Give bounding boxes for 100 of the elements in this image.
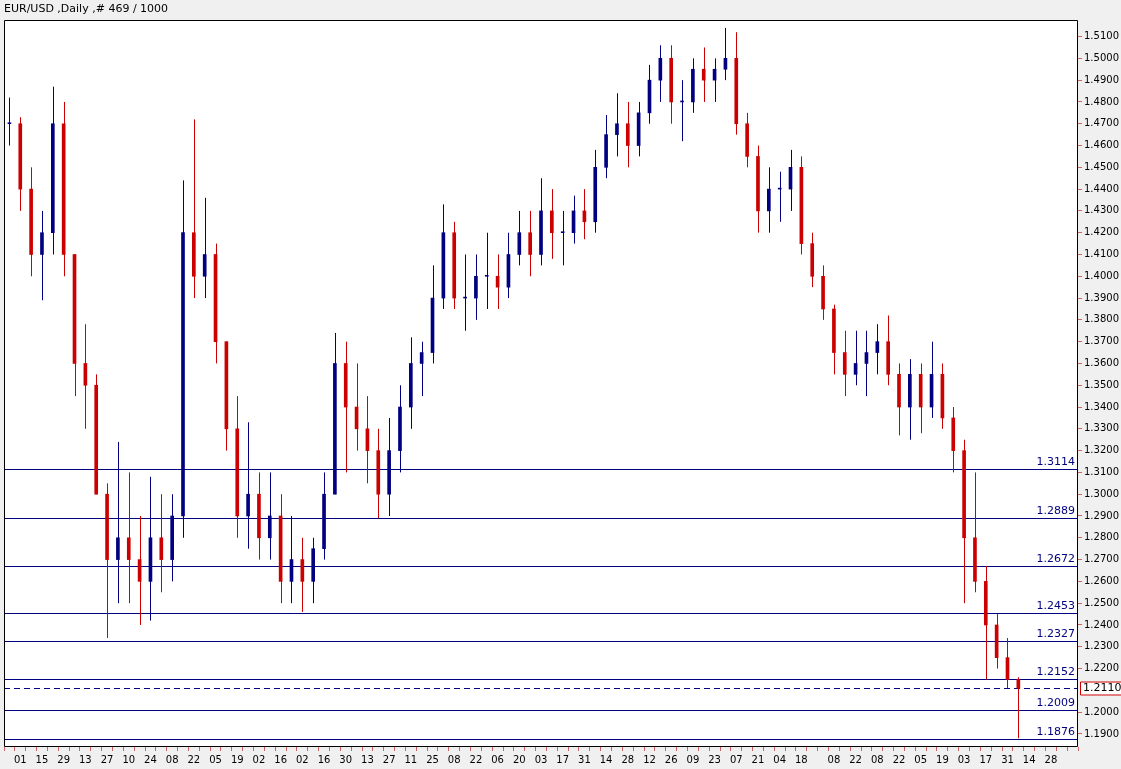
y-tick-label: 1.1900 xyxy=(1084,727,1120,739)
y-tick-label: 1.2400 xyxy=(1084,618,1120,630)
x-tick-label: 05 xyxy=(914,753,928,765)
ref-line-label: 1.2009 xyxy=(1036,695,1076,709)
y-tick-label: 1.3700 xyxy=(1084,335,1120,347)
candlestick xyxy=(615,92,619,157)
x-tick-label: 07 xyxy=(729,753,743,765)
ref-line-label: 1.3114 xyxy=(1036,454,1076,468)
x-tick-label: 31 xyxy=(578,753,591,765)
x-tick-label: 13 xyxy=(361,753,374,765)
candlestick xyxy=(625,101,630,168)
y-tick-label: 1.4600 xyxy=(1084,139,1120,151)
x-tick-label: 15 xyxy=(35,753,49,765)
y-tick-label: 1.4400 xyxy=(1084,182,1120,194)
candlestick xyxy=(40,210,44,301)
y-tick-label: 1.2300 xyxy=(1084,640,1120,652)
y-tick-label: 1.4500 xyxy=(1084,160,1120,172)
y-tick-label: 1.2500 xyxy=(1084,596,1120,608)
y-tick-label: 1.3100 xyxy=(1084,466,1120,478)
ref-line-label: 1.2110 xyxy=(1083,681,1121,695)
ref-line-label: 1.2453 xyxy=(1036,598,1076,612)
y-tick-label: 1.4100 xyxy=(1084,248,1120,260)
y-tick-label: 1.3800 xyxy=(1084,313,1120,325)
x-tick-label: 08 xyxy=(870,753,884,765)
x-tick-label: 20 xyxy=(512,753,526,765)
ref-line-label: 1.2672 xyxy=(1036,551,1076,565)
x-tick-label: 01 xyxy=(13,753,27,765)
candlestick xyxy=(842,330,847,397)
x-tick-label: 24 xyxy=(144,753,157,765)
x-tick-label: 28 xyxy=(621,753,635,765)
candlestick xyxy=(484,232,489,310)
x-tick-label: 14 xyxy=(1022,753,1036,765)
x-tick-label: 05 xyxy=(209,753,222,765)
y-tick-label: 1.2800 xyxy=(1084,531,1120,543)
x-tick-label: 29 xyxy=(57,753,71,765)
x-tick-label: 02 xyxy=(252,753,266,765)
y-tick-label: 1.4000 xyxy=(1084,269,1120,281)
y-tick-label: 1.3900 xyxy=(1084,291,1120,303)
ref-line-label: 1.2152 xyxy=(1036,664,1076,678)
x-tick-label: 16 xyxy=(317,753,331,765)
y-tick-label: 1.3200 xyxy=(1084,444,1120,456)
x-tick-label: 30 xyxy=(339,753,353,765)
candlestick xyxy=(875,323,880,375)
x-tick-label: 08 xyxy=(165,753,179,765)
x-tick-label: 08 xyxy=(827,753,841,765)
y-tick-label: 1.3500 xyxy=(1084,378,1120,390)
x-tick-label: 12 xyxy=(643,753,656,765)
y-tick-label: 1.2900 xyxy=(1084,509,1120,521)
ref-line-label: 1.2889 xyxy=(1036,503,1076,517)
x-tick-label: 06 xyxy=(491,753,504,765)
y-tick-label: 1.2700 xyxy=(1084,553,1120,565)
candlestick xyxy=(517,210,522,266)
ref-line-label: 1.2327 xyxy=(1036,626,1076,640)
y-tick-label: 1.3000 xyxy=(1084,487,1120,499)
x-tick-label: 22 xyxy=(849,753,862,765)
ref-line-label: 1.1876 xyxy=(1036,724,1076,738)
x-tick-label: 04 xyxy=(773,753,787,765)
x-tick-label: 14 xyxy=(599,753,613,765)
candlestick xyxy=(550,188,554,260)
x-tick-label: 26 xyxy=(664,753,678,765)
y-tick-label: 1.5000 xyxy=(1084,51,1120,63)
y-tick-label: 1.4700 xyxy=(1084,117,1120,129)
y-tick-label: 1.2600 xyxy=(1084,574,1120,586)
y-tick-label: 1.2200 xyxy=(1084,662,1120,674)
y-tick-label: 1.4900 xyxy=(1084,73,1120,85)
x-tick-label: 03 xyxy=(534,753,548,765)
candlestick xyxy=(419,341,424,397)
x-tick-label: 19 xyxy=(230,753,244,765)
x-tick-label: 22 xyxy=(892,753,906,765)
x-tick-label: 22 xyxy=(469,753,483,765)
x-tick-label: 10 xyxy=(122,753,136,765)
y-tick-label: 1.4200 xyxy=(1084,226,1120,238)
candlestick xyxy=(7,97,12,147)
x-tick-label: 18 xyxy=(795,753,808,765)
x-tick-label: 22 xyxy=(187,753,201,765)
x-tick-label: 02 xyxy=(295,753,309,765)
candlestick xyxy=(767,166,771,234)
x-tick-label: 09 xyxy=(686,753,700,765)
x-tick-label: 23 xyxy=(708,753,721,765)
x-tick-label: 13 xyxy=(79,753,92,765)
x-tick-label: 17 xyxy=(556,753,570,765)
candlestick xyxy=(202,197,207,299)
y-tick-label: 1.3600 xyxy=(1084,357,1120,369)
y-tick-label: 1.4300 xyxy=(1084,204,1120,216)
x-tick-label: 16 xyxy=(274,753,288,765)
candlestick xyxy=(560,210,565,266)
candlestick xyxy=(528,210,532,277)
candlestick xyxy=(701,46,706,103)
x-tick-label: 25 xyxy=(426,753,439,765)
x-tick-label: 11 xyxy=(404,753,418,765)
candlestick xyxy=(159,493,164,593)
y-tick-label: 1.2000 xyxy=(1084,705,1120,717)
candlestick xyxy=(474,253,478,321)
x-tick-label: 08 xyxy=(447,753,461,765)
chart-title: EUR/USD ,Daily ,# 469 / 1000 xyxy=(4,2,169,15)
y-tick-label: 1.3400 xyxy=(1084,400,1120,412)
candlestick xyxy=(126,471,131,604)
x-tick-label: 19 xyxy=(936,753,949,765)
y-tick-label: 1.5100 xyxy=(1084,30,1120,42)
y-tick-label: 1.3300 xyxy=(1084,422,1120,434)
